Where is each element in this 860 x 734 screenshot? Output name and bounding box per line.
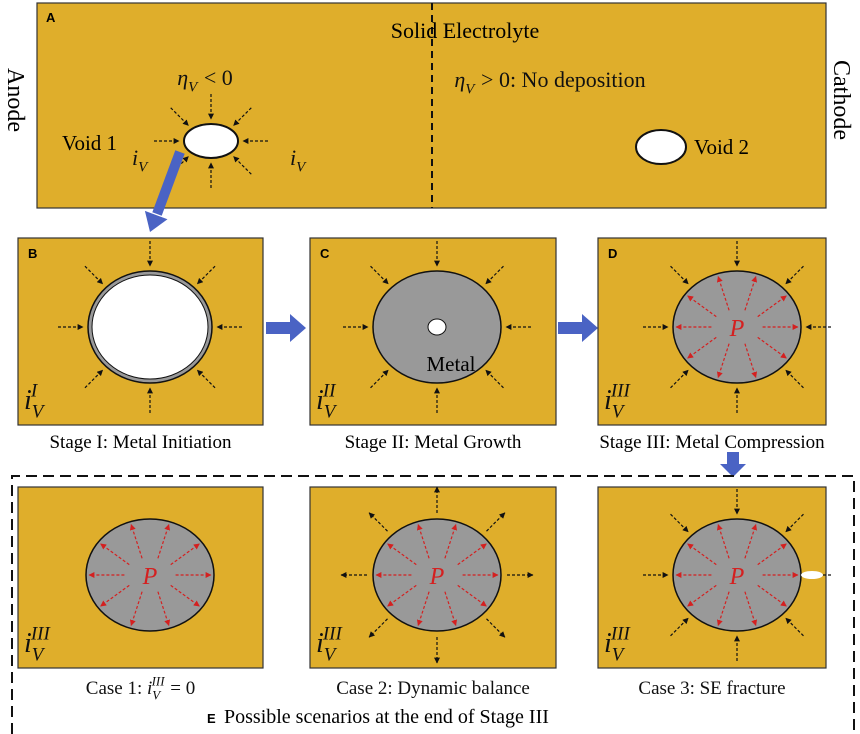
flow-arrow xyxy=(558,314,598,342)
case-caption-subscript: V xyxy=(152,688,162,703)
current-label-superscript: III xyxy=(610,623,632,644)
current-label-superscript: II xyxy=(322,380,337,401)
condition-symbol: η xyxy=(454,67,465,92)
panel-label: A xyxy=(46,10,56,25)
panel-label: E xyxy=(207,711,216,726)
condition-symbol: η xyxy=(177,65,188,90)
void xyxy=(428,319,446,335)
case-caption-text: Case 1: xyxy=(86,678,147,699)
case-caption: Case 1: iVIII= 0 xyxy=(86,673,195,702)
panel-label: D xyxy=(608,246,617,261)
panel-label: B xyxy=(28,246,37,261)
void xyxy=(636,130,686,164)
scenario-title: Possible scenarios at the end of Stage I… xyxy=(224,706,549,728)
diagram: ASolid ElectrolyteAnodeCathodeηV< 0ηV> 0… xyxy=(2,3,854,734)
void xyxy=(92,275,208,379)
flow-arrow xyxy=(720,452,746,477)
void xyxy=(184,124,238,158)
flow-arrow xyxy=(266,314,306,342)
crack xyxy=(801,571,823,579)
electrode-label: Cathode xyxy=(828,60,854,140)
void-label: Void 1 xyxy=(62,131,117,155)
stage-caption: Stage III: Metal Compression xyxy=(599,432,825,453)
figure: ASolid ElectrolyteAnodeCathodeηV< 0ηV> 0… xyxy=(0,0,860,734)
pressure-label: P xyxy=(729,316,745,342)
case-caption-text: Case 3: SE fracture xyxy=(638,678,785,699)
pressure-label: P xyxy=(729,564,745,590)
case-caption: Case 2: Dynamic balance xyxy=(336,678,530,699)
pressure-label: P xyxy=(429,564,445,590)
condition-relation: < 0 xyxy=(204,65,233,90)
electrode-label: Anode xyxy=(2,68,28,132)
condition-relation: > 0: No deposition xyxy=(481,67,646,92)
flow-arrow xyxy=(145,211,168,232)
stage-caption: Stage I: Metal Initiation xyxy=(49,432,232,453)
metal-label: Metal xyxy=(427,352,476,376)
pressure-label: P xyxy=(142,564,158,590)
case-caption-superscript: III xyxy=(151,673,166,688)
case-caption: Case 3: SE fracture xyxy=(638,678,785,699)
case-caption-text: Case 2: Dynamic balance xyxy=(336,678,530,699)
case-caption-relation: = 0 xyxy=(170,678,195,699)
void-label: Void 2 xyxy=(694,135,749,159)
current-label-superscript: III xyxy=(610,380,632,401)
current-label-superscript: III xyxy=(322,623,344,644)
stage-caption: Stage II: Metal Growth xyxy=(345,432,522,453)
panel-label: C xyxy=(320,246,330,261)
current-label-superscript: III xyxy=(30,623,52,644)
panel-title: Solid Electrolyte xyxy=(391,18,539,43)
